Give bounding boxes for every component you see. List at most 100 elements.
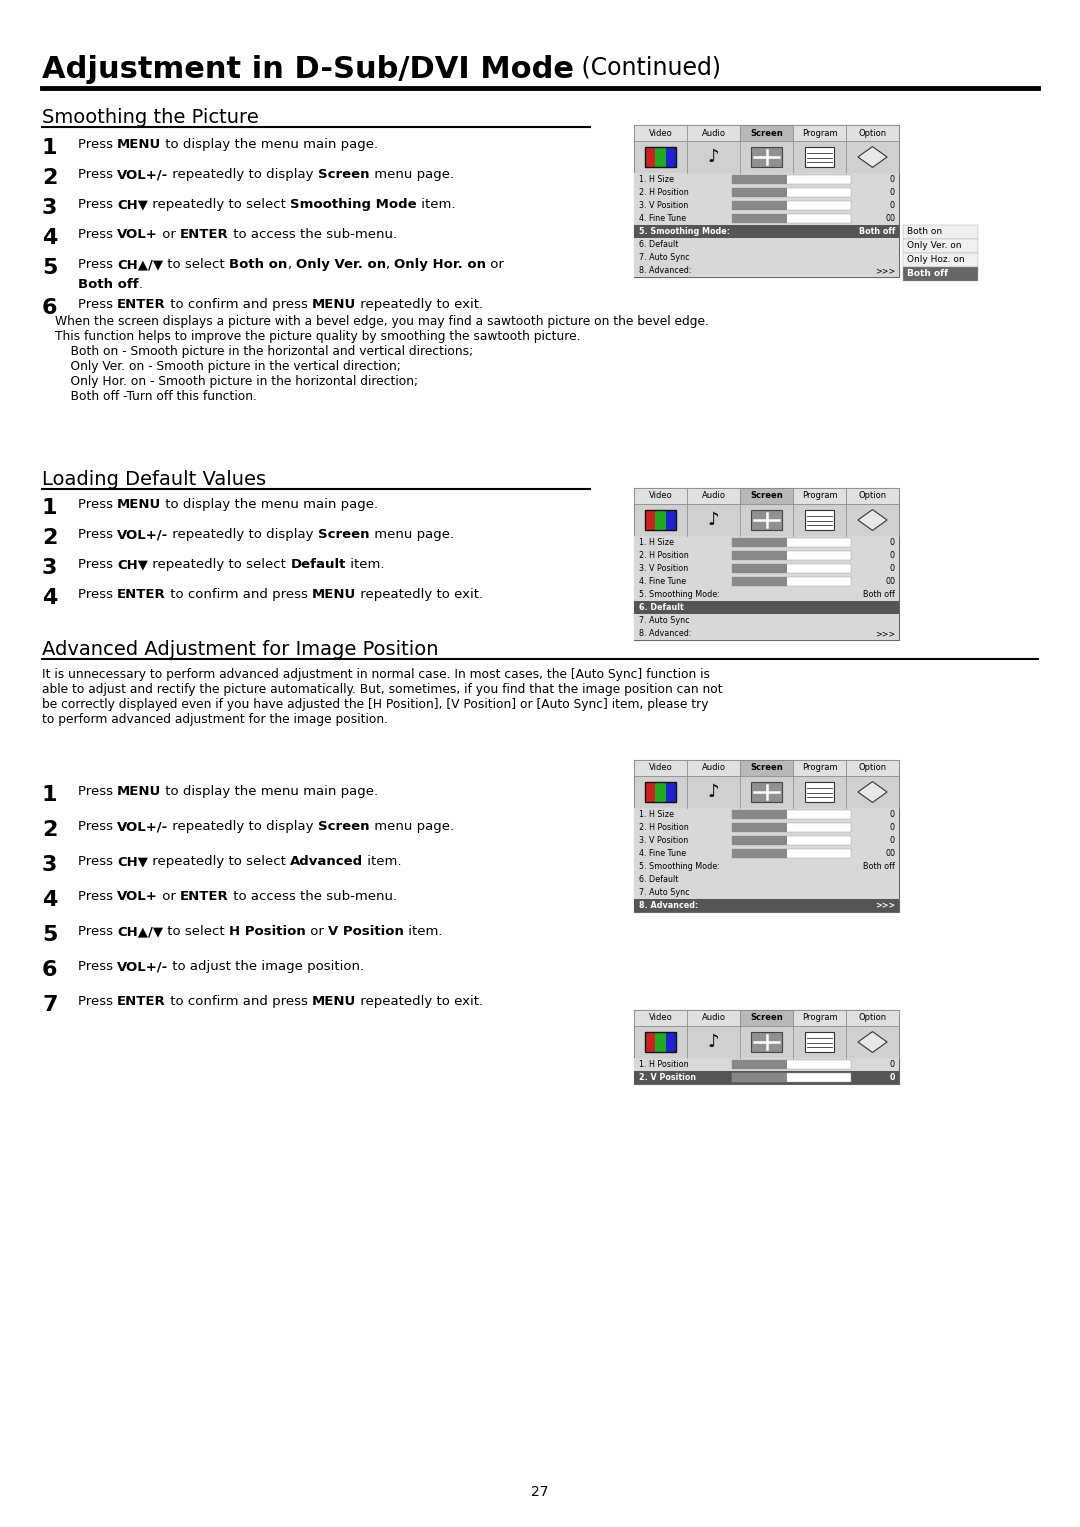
Bar [634,808,899,822]
Text: Audio: Audio [702,128,726,137]
Bar [645,1032,676,1052]
Bar [805,1032,834,1052]
Text: 0: 0 [890,809,895,818]
Bar [846,760,899,776]
Text: to select: to select [163,258,229,270]
Text: to display the menu main page.: to display the menu main page. [162,498,379,512]
Bar [687,125,740,140]
Text: 3. V Position: 3. V Position [639,202,688,211]
Bar [732,538,851,548]
Bar [740,489,793,504]
Text: repeatedly to select: repeatedly to select [148,557,291,571]
Text: ENTER: ENTER [118,298,166,312]
Text: 7: 7 [42,996,57,1015]
Text: Only Hor. on - Smooth picture in the horizontal direction;: Only Hor. on - Smooth picture in the hor… [55,376,418,388]
Text: to access the sub-menu.: to access the sub-menu. [229,228,397,241]
Bar [793,1009,846,1026]
Bar [634,125,687,140]
Text: 8. Advanced:: 8. Advanced: [639,629,691,638]
Text: 7. Auto Sync: 7. Auto Sync [639,615,690,625]
Text: ♪: ♪ [707,148,719,166]
Text: MENU: MENU [312,996,356,1008]
Text: Only Ver. on: Only Ver. on [296,258,386,270]
Text: ♪: ♪ [707,512,719,528]
Text: 1: 1 [42,137,57,157]
Text: 4. Fine Tune: 4. Fine Tune [639,214,686,223]
Bar [634,628,899,640]
Text: 0: 0 [890,1073,895,1083]
Text: Smoothing Mode: Smoothing Mode [291,199,417,211]
Text: MENU: MENU [118,137,162,151]
Bar [732,1072,787,1083]
Polygon shape [858,782,887,802]
Bar [634,576,899,588]
Text: Video: Video [649,492,673,501]
Polygon shape [858,1032,887,1052]
Text: Press: Press [78,298,118,312]
Text: 6: 6 [42,298,57,318]
Text: 6: 6 [42,960,57,980]
Text: Press: Press [78,890,118,902]
Text: to perform advanced adjustment for the image position.: to perform advanced adjustment for the i… [42,713,388,725]
Bar [732,823,787,832]
Text: 8. Advanced:: 8. Advanced: [639,266,691,275]
Text: Only Ver. on - Smooth picture in the vertical direction;: Only Ver. on - Smooth picture in the ver… [55,360,401,373]
Text: 7. Auto Sync: 7. Auto Sync [639,889,690,896]
Bar [687,489,740,504]
Text: MENU: MENU [118,785,162,799]
Bar [732,563,851,574]
Text: 7. Auto Sync: 7. Auto Sync [639,253,690,263]
Bar [634,264,899,276]
Text: to confirm and press: to confirm and press [166,996,312,1008]
Text: item.: item. [346,557,384,571]
Text: 6. Default: 6. Default [639,603,684,612]
Text: V Position: V Position [328,925,404,938]
Bar [793,125,846,140]
Bar [665,147,676,168]
Bar [634,536,899,550]
Text: 8. Advanced:: 8. Advanced: [639,901,699,910]
Bar [634,489,899,640]
Text: or: or [306,925,328,938]
Text: able to adjust and rectify the picture automatically. But, sometimes, if you fin: able to adjust and rectify the picture a… [42,683,723,696]
Bar [740,1009,793,1026]
Bar [634,140,899,173]
Bar [687,760,740,776]
Bar [634,776,899,808]
Bar [732,200,787,211]
Bar [732,1060,787,1069]
Text: Both off: Both off [907,269,948,278]
Bar [740,760,793,776]
Bar [805,782,834,802]
Bar [903,267,978,281]
Bar [805,147,834,168]
Bar [751,147,782,168]
Text: Screen: Screen [751,1014,783,1023]
Text: CH▲/▼: CH▲/▼ [118,258,163,270]
Bar [732,214,851,223]
Bar [751,782,782,802]
Text: 2. H Position: 2. H Position [639,823,689,832]
Text: 2. V Position: 2. V Position [639,1073,697,1083]
Text: 1. H Size: 1. H Size [639,176,674,183]
Text: ,: , [386,258,394,270]
Bar [903,224,978,240]
Text: Only Hoz. on: Only Hoz. on [907,255,964,264]
Bar [634,1070,899,1084]
Text: Option: Option [859,764,887,773]
Text: Screen: Screen [319,168,369,182]
Text: 0: 0 [890,835,895,844]
Text: CH▲/▼: CH▲/▼ [118,925,163,938]
Text: 3. V Position: 3. V Position [639,835,688,844]
Bar [805,510,834,530]
Text: Press: Press [78,785,118,799]
Text: 3. V Position: 3. V Position [639,563,688,573]
Text: be correctly displayed even if you have adjusted the [H Position], [V Position] : be correctly displayed even if you have … [42,698,708,712]
Bar [793,489,846,504]
Text: VOL+/-: VOL+/- [118,168,168,182]
Text: Program: Program [801,128,837,137]
Text: 4: 4 [42,890,57,910]
Text: CH▼: CH▼ [118,557,148,571]
Text: 1: 1 [42,498,57,518]
Text: VOL+: VOL+ [118,228,158,241]
